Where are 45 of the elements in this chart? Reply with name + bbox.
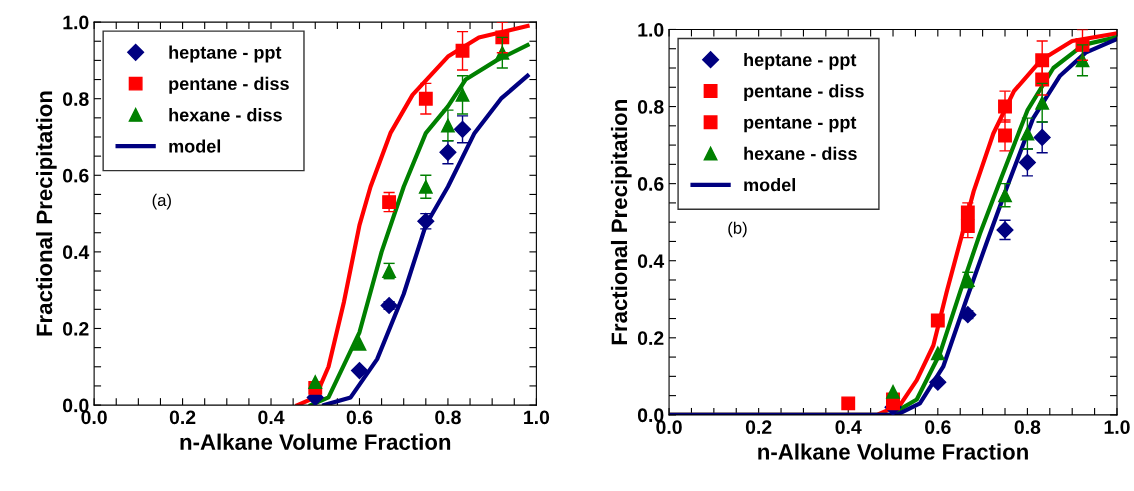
y-tick-label: 0.8 <box>637 100 664 114</box>
point <box>350 362 369 380</box>
y-tick-label: 0.6 <box>63 168 89 183</box>
annotation: (b) <box>728 221 747 238</box>
legend-label: heptane - ppt <box>169 45 282 63</box>
point <box>929 373 947 391</box>
x-tick-label: 1.0 <box>1104 420 1130 435</box>
y-axis-title: Fractional Precipitation <box>35 91 57 336</box>
x-axis-title: n-Alkane Volume Fraction <box>180 433 451 450</box>
y-tick-label: 0.4 <box>63 245 90 260</box>
x-tick-label: 0.2 <box>169 410 196 425</box>
x-tick-label: 0.6 <box>346 410 373 425</box>
x-axis-title: n-Alkane Volume Fraction <box>758 443 1028 460</box>
x-tick-label: 0.2 <box>745 420 772 435</box>
point <box>308 375 323 390</box>
point <box>455 87 470 102</box>
legend-label: model <box>744 178 795 192</box>
legend-label: hexane - diss <box>744 146 857 161</box>
x-tick-label: 0.6 <box>925 420 951 435</box>
x-tick-label: 1.0 <box>524 410 550 425</box>
point <box>930 313 945 328</box>
y-tick-label: 0.4 <box>637 254 665 268</box>
legend-label: hexane - diss <box>169 108 282 122</box>
y-tick-label: 0.2 <box>63 321 89 336</box>
x-tick-label: 0.8 <box>435 410 461 425</box>
point <box>930 346 945 361</box>
y-tick-label: 0.2 <box>637 331 664 346</box>
point <box>886 384 900 399</box>
annotation: (a) <box>152 193 171 210</box>
x-tick-label: 0.4 <box>835 420 862 435</box>
legend-label: pentane - ppt <box>744 116 857 133</box>
y-axis-title: Fractional Precipitation <box>610 100 632 345</box>
legend-label: heptane - ppt <box>744 52 857 70</box>
legend-label: pentane - diss <box>744 84 864 102</box>
y-tick-label: 1.0 <box>63 15 89 30</box>
point <box>495 45 510 60</box>
legend-label: model <box>169 139 221 153</box>
point <box>352 336 367 351</box>
legend-label: pentane - diss <box>169 76 289 94</box>
y-tick-label: 0.8 <box>63 92 89 106</box>
x-tick-label: 0.4 <box>258 410 285 425</box>
point <box>841 396 856 411</box>
x-tick-label: 0.8 <box>1014 420 1041 435</box>
y-tick-label: 0.6 <box>637 177 664 191</box>
y-tick-label: 1.0 <box>638 22 664 37</box>
